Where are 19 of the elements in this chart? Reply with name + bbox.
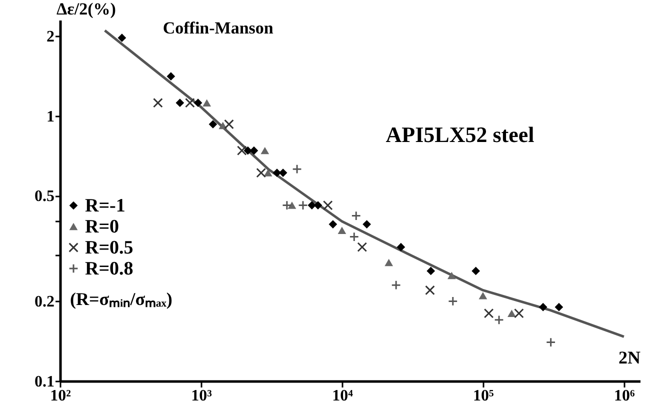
legend-label: R=0.8: [85, 258, 134, 280]
x-tick-label: 10⁵: [473, 388, 494, 404]
y-tick-label: 0.2: [34, 294, 54, 311]
x-tick-label: 10²: [50, 388, 72, 404]
x-tick-label: 10³: [191, 388, 212, 404]
x-tick-label: 10⁶: [614, 388, 636, 404]
y-tick-label: 0.5: [34, 188, 54, 206]
legend-label: R=0: [85, 216, 120, 238]
y-tick-label: 2: [46, 28, 54, 46]
x-tick-label: 10⁴: [332, 388, 354, 404]
legend-label: R=-1: [85, 196, 126, 216]
y-axis-title: Δε/2(%): [56, 0, 116, 18]
y-tick-label: 1: [46, 108, 54, 126]
legend-label: R=0.5: [85, 238, 134, 258]
y-tick-label: 0.1: [34, 374, 54, 390]
annotation: (R=σₘᵢₙ/σₘₐₓ): [70, 289, 172, 309]
series-label: Coffin-Manson: [162, 18, 274, 38]
annotation: API5LX52 steel: [386, 122, 534, 147]
x-axis-title: 2N: [618, 348, 640, 368]
